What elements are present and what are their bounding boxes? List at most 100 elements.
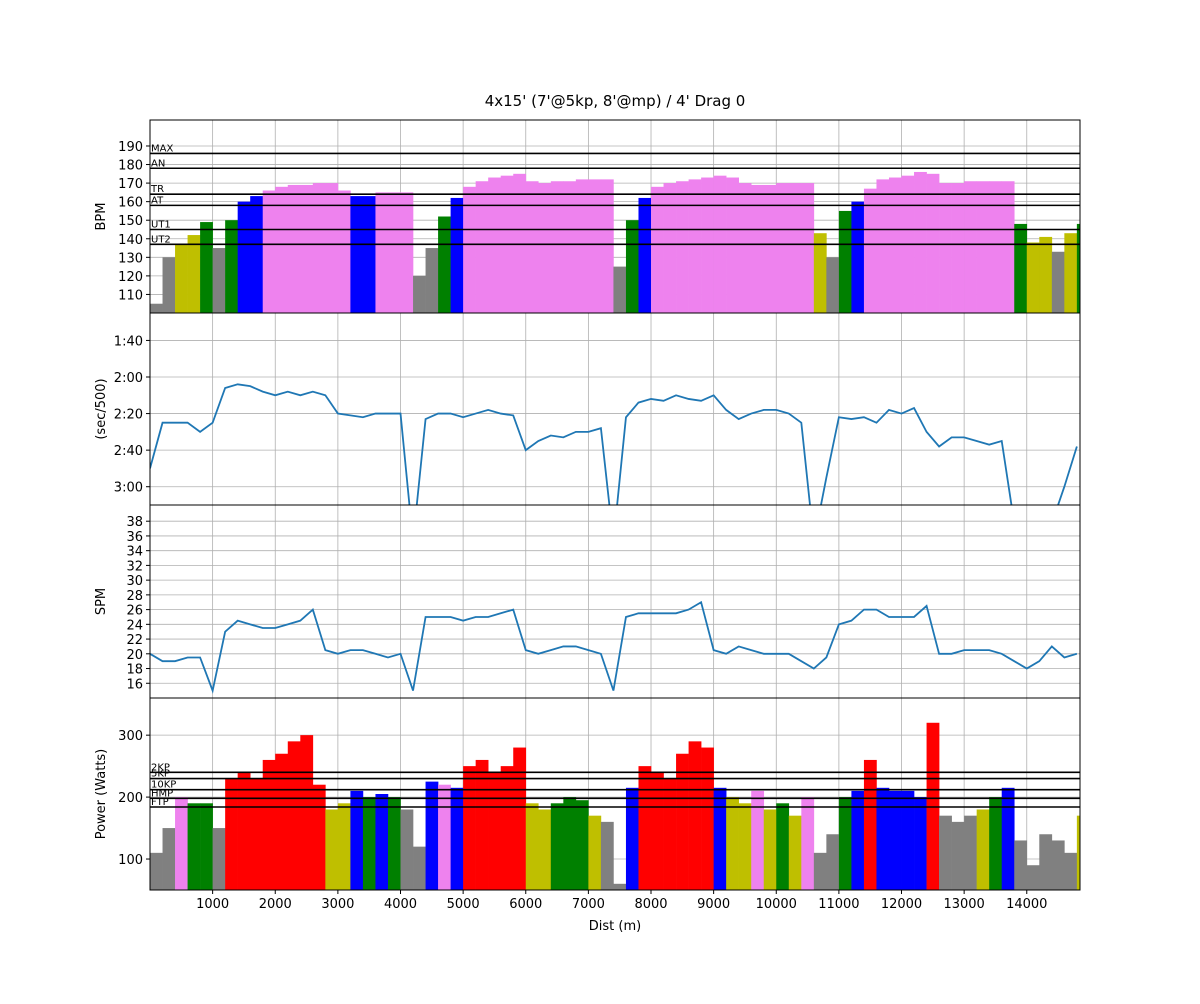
- bar: [888, 790, 902, 890]
- bar: [438, 784, 451, 890]
- bar: [237, 772, 251, 890]
- x-tick-label: 5000: [447, 897, 480, 912]
- x-tick-label: 6000: [509, 897, 542, 912]
- bar: [150, 852, 163, 890]
- bar: [463, 186, 476, 313]
- bar: [876, 179, 890, 313]
- bar: [1014, 840, 1028, 890]
- bar: [488, 772, 502, 890]
- y-axis-label: BPM: [94, 203, 109, 231]
- bar: [964, 181, 977, 313]
- bar: [713, 787, 727, 890]
- bar: [701, 177, 714, 313]
- reference-label: FTP: [151, 797, 169, 808]
- bar: [162, 828, 176, 890]
- bar: [387, 797, 401, 890]
- bar: [989, 797, 1003, 890]
- bar: [563, 797, 577, 890]
- bar: [976, 809, 990, 890]
- bar: [262, 759, 276, 890]
- bar: [250, 196, 264, 313]
- plot-area: [150, 505, 1080, 698]
- reference-label: AN: [151, 158, 165, 169]
- y-tick-label: 32: [126, 559, 143, 574]
- bar: [162, 257, 176, 313]
- bar: [475, 181, 489, 313]
- bar: [651, 186, 664, 313]
- bar: [801, 183, 815, 313]
- bar: [625, 787, 639, 890]
- plot-area: [150, 698, 1080, 890]
- bar: [676, 181, 689, 313]
- y-tick-label: 18: [126, 663, 143, 678]
- bar: [1001, 787, 1015, 890]
- bar: [663, 778, 677, 890]
- bar: [989, 181, 1003, 313]
- bar: [939, 183, 952, 313]
- bar: [613, 266, 627, 313]
- bar: [751, 790, 765, 890]
- bar: [187, 235, 201, 313]
- bar: [976, 181, 990, 313]
- y-tick-label: 3:00: [114, 481, 143, 496]
- bar: [826, 257, 840, 313]
- y-tick-label: 30: [126, 574, 143, 589]
- bar: [726, 797, 739, 890]
- bar: [688, 179, 702, 313]
- bar: [225, 778, 238, 890]
- y-tick-label: 300: [118, 729, 143, 744]
- bar: [262, 190, 276, 313]
- x-tick-label: 7000: [572, 897, 605, 912]
- bar: [738, 803, 752, 890]
- reference-label: AT: [151, 195, 164, 206]
- y-tick-label: 140: [118, 233, 143, 248]
- bar: [287, 741, 301, 890]
- bar: [400, 809, 414, 890]
- reference-label: 2KP: [151, 762, 170, 773]
- bar: [638, 766, 652, 890]
- x-tick-label: 12000: [881, 897, 922, 912]
- bar: [575, 179, 589, 313]
- y-tick-label: 2:20: [114, 408, 143, 423]
- x-tick-label: 1000: [196, 897, 229, 912]
- bar: [1026, 242, 1040, 313]
- bar: [838, 797, 852, 890]
- bar: [763, 809, 777, 890]
- bar: [300, 735, 314, 890]
- y-tick-label: 120: [118, 270, 143, 285]
- y-tick-label: 36: [126, 530, 143, 545]
- bar: [463, 766, 476, 890]
- axes-frame: [149, 697, 1081, 891]
- bar: [312, 784, 326, 890]
- reference-label: UT1: [151, 219, 171, 230]
- bar: [438, 216, 451, 313]
- y-tick-label: 16: [126, 677, 143, 692]
- bar: [375, 192, 389, 313]
- bar: [613, 883, 627, 890]
- bar: [638, 197, 652, 313]
- bar: [688, 741, 702, 890]
- bar: [175, 797, 188, 890]
- x-tick-label: 8000: [634, 897, 667, 912]
- bar: [250, 778, 264, 890]
- bar: [175, 244, 188, 313]
- bar: [625, 220, 639, 313]
- reference-label: MAX: [151, 143, 173, 154]
- x-tick-label: 2000: [259, 897, 292, 912]
- bar: [538, 809, 552, 890]
- y-tick-label: 2:00: [114, 371, 143, 386]
- y-tick-label: 22: [126, 633, 143, 648]
- bar: [187, 803, 201, 890]
- bar: [838, 210, 852, 313]
- bar: [763, 184, 777, 313]
- x-tick-label: 14000: [1006, 897, 1047, 912]
- y-tick-label: 1:40: [114, 334, 143, 349]
- bar: [275, 186, 289, 313]
- bar: [337, 803, 351, 890]
- bar: [851, 790, 865, 890]
- bar: [901, 790, 915, 890]
- bar: [1014, 223, 1028, 313]
- axes-frame: [149, 312, 1081, 506]
- bar: [1039, 236, 1053, 313]
